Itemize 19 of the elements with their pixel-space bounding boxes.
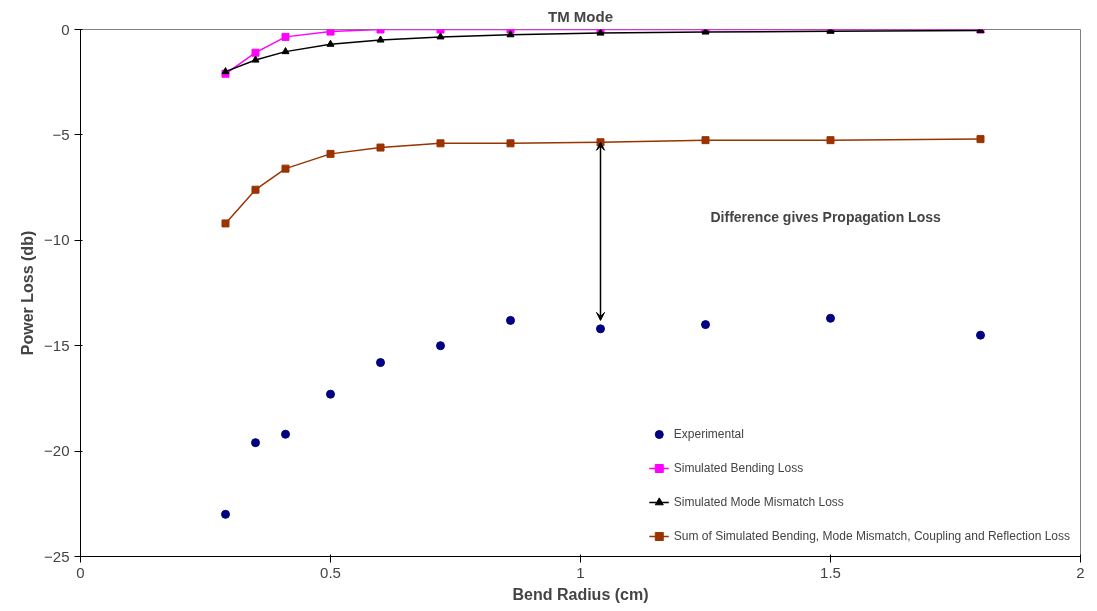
y-tick-label: −15 [44, 336, 70, 354]
legend-label: Simulated Mode Mismatch Loss [673, 495, 844, 509]
x-tick-label: 0 [76, 563, 85, 581]
legend-label: Sum of Simulated Bending, Mode Mismatch, Coupling and Reflection Loss [673, 529, 1070, 543]
x-tick-label: 2 [1076, 563, 1085, 581]
annotation: Difference gives Propagation Loss [710, 208, 941, 225]
chart-title: TM Mode [548, 7, 614, 25]
x-axis-title: Bend Radius (cm) [512, 585, 649, 603]
legend-label: Experimental [673, 427, 744, 441]
y-tick-label: −25 [44, 547, 70, 565]
y-tick-label: 0 [61, 20, 70, 38]
y-tick-label: −5 [52, 125, 70, 143]
x-tick-label: 0.5 [320, 563, 341, 581]
y-tick-label: −20 [44, 442, 70, 460]
y-tick-label: −10 [44, 231, 70, 249]
y-axis-title: Power Loss (db) [19, 230, 37, 356]
x-tick-label: 1.5 [820, 563, 841, 581]
x-tick-label: 1 [576, 563, 585, 581]
legend-label: Simulated Bending Loss [673, 461, 804, 475]
